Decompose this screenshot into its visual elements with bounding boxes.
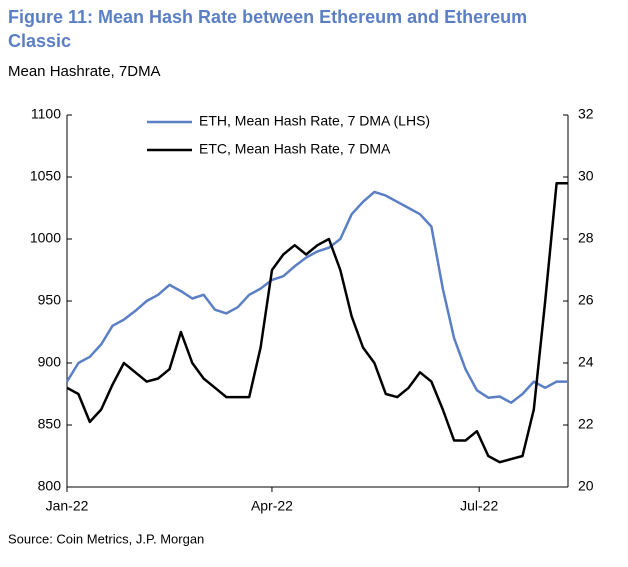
x-tick-label: Apr-22 — [251, 498, 293, 514]
y-tick-label: 1050 — [30, 168, 61, 184]
series-line — [66, 181, 568, 464]
y-tick-label: 950 — [38, 292, 62, 308]
y2-tick-label: 26 — [578, 292, 594, 308]
legend-label: ETC, Mean Hash Rate, 7 DMA — [199, 141, 391, 157]
chart-title: Figure 11: Mean Hash Rate between Ethere… — [8, 7, 527, 51]
x-tick-label: Jan-22 — [46, 498, 89, 514]
y-tick-label: 900 — [38, 354, 62, 370]
subtitle: Mean Hashrate, 7DMA — [8, 63, 161, 80]
y2-tick-label: 24 — [578, 354, 594, 370]
y-tick-label: 800 — [38, 478, 62, 494]
y2-tick-label: 30 — [578, 168, 594, 184]
y-tick-label: 1000 — [30, 230, 61, 246]
legend-label: ETH, Mean Hash Rate, 7 DMA (LHS) — [199, 113, 430, 129]
y2-tick-label: 32 — [578, 106, 594, 122]
y2-tick-label: 28 — [578, 230, 594, 246]
x-tick-label: Jul-22 — [460, 498, 498, 514]
source: Source: Coin Metrics, J.P. Morgan — [8, 531, 204, 546]
y2-tick-label: 22 — [578, 416, 594, 432]
series-line — [65, 190, 568, 404]
y-tick-label: 1100 — [31, 106, 61, 122]
y-tick-label: 850 — [38, 416, 62, 432]
y2-tick-label: 20 — [578, 478, 594, 494]
